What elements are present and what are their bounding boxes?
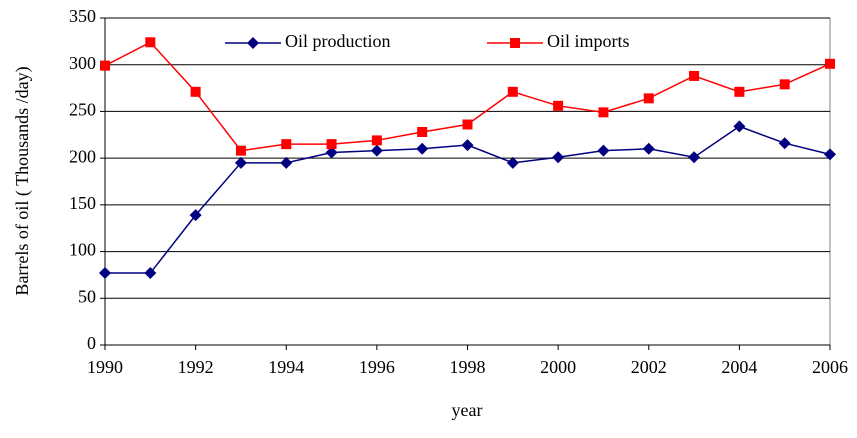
x-tick-label: 1994 <box>268 357 304 377</box>
marker <box>598 107 609 118</box>
y-tick-label: 50 <box>78 286 96 306</box>
marker <box>733 120 746 133</box>
marker <box>778 137 791 150</box>
x-tick-label: 1996 <box>359 357 395 377</box>
plot-area <box>104 17 831 346</box>
marker <box>597 144 610 157</box>
marker <box>190 86 201 97</box>
marker <box>417 126 428 137</box>
series-line <box>104 41 831 152</box>
marker <box>462 119 473 130</box>
y-tick-label: 350 <box>69 6 96 26</box>
marker <box>689 70 700 81</box>
marker <box>247 37 259 49</box>
y-axis-label: Barrels of oil ( Thousands /day) <box>12 66 33 295</box>
marker <box>144 267 157 280</box>
marker <box>553 100 564 111</box>
y-tick-label: 0 <box>87 333 96 353</box>
marker <box>824 148 836 161</box>
marker <box>507 86 518 97</box>
marker <box>506 156 519 169</box>
x-tick-label: 2004 <box>721 357 757 377</box>
y-tick-label: 300 <box>69 53 96 73</box>
marker <box>326 139 337 150</box>
marker <box>643 93 654 104</box>
y-tick-label: 200 <box>69 146 96 166</box>
marker <box>280 156 293 169</box>
marker <box>510 38 520 48</box>
x-tick-label: 1990 <box>87 357 123 377</box>
y-tick-label: 100 <box>69 240 96 260</box>
marker <box>325 146 338 159</box>
marker <box>642 142 655 155</box>
marker <box>688 151 701 164</box>
y-tick-label: 250 <box>69 100 96 120</box>
marker <box>552 151 565 164</box>
marker <box>189 209 202 222</box>
x-tick-label: 2006 <box>812 357 848 377</box>
x-tick-label: 1998 <box>450 357 486 377</box>
x-tick-label: 2000 <box>540 357 576 377</box>
y-tick-label: 150 <box>69 193 96 213</box>
legend-label: Oil production <box>285 31 391 51</box>
marker <box>461 139 474 152</box>
marker <box>779 79 790 90</box>
marker <box>235 145 246 156</box>
marker <box>100 60 110 71</box>
x-axis-label: year <box>452 400 483 420</box>
marker <box>416 142 429 155</box>
marker <box>99 267 111 280</box>
marker <box>370 144 383 157</box>
x-tick-label: 2002 <box>631 357 667 377</box>
marker <box>825 58 835 69</box>
legend-label: Oil imports <box>547 31 630 51</box>
x-tick-label: 1992 <box>178 357 214 377</box>
marker <box>234 156 247 169</box>
marker <box>734 86 745 97</box>
marker <box>145 37 156 48</box>
marker <box>371 135 382 146</box>
marker <box>281 139 292 150</box>
